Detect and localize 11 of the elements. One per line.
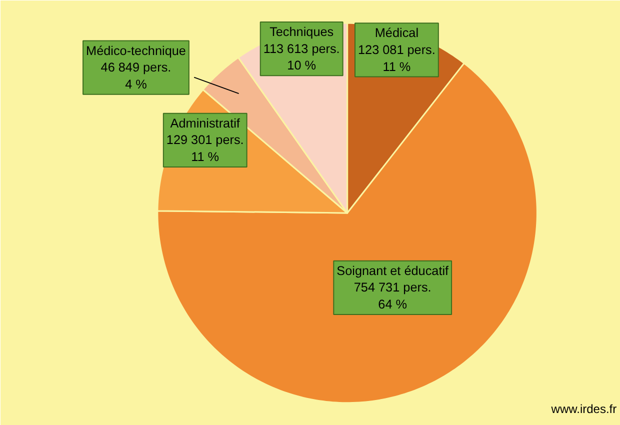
data-label: 123 081 pers. 11 % xyxy=(358,42,436,74)
data-label: 113 613 pers. 10 % xyxy=(263,42,340,73)
slice-label: Médico-technique xyxy=(86,44,186,58)
data-label: 46 849 pers. 4 % xyxy=(100,60,172,92)
text: www.irdes.fr xyxy=(550,402,617,416)
data-label: 754 731 pers. 64 % xyxy=(354,280,432,312)
data-label: 129 301 pers. 11 % xyxy=(166,133,244,164)
slice-label: Administratif xyxy=(170,116,240,130)
slice-label: Techniques xyxy=(270,24,334,39)
slice-label: Soignant et éducatif xyxy=(336,264,450,278)
slice-label: Médical xyxy=(374,26,419,40)
